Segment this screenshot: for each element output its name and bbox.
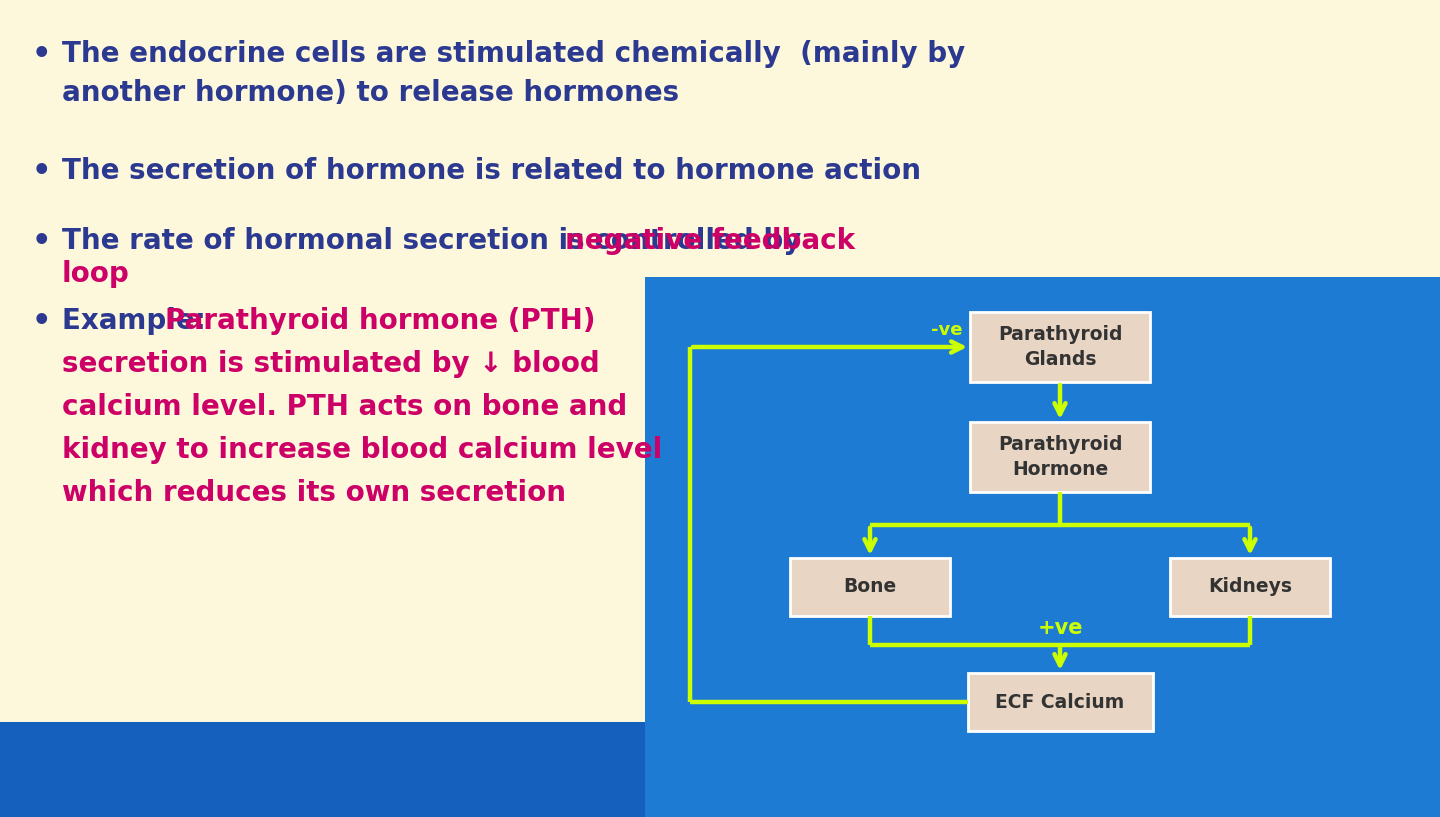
Text: The rate of hormonal secretion is controlled by: The rate of hormonal secretion is contro…	[62, 227, 811, 255]
FancyBboxPatch shape	[0, 722, 645, 817]
Text: •: •	[32, 227, 52, 256]
Text: negative feedback: negative feedback	[564, 227, 855, 255]
Text: Bone: Bone	[844, 578, 897, 596]
FancyBboxPatch shape	[968, 673, 1152, 731]
Text: Example:: Example:	[62, 307, 216, 335]
Text: •: •	[32, 40, 52, 69]
Text: The endocrine cells are stimulated chemically  (mainly by
another hormone) to re: The endocrine cells are stimulated chemi…	[62, 40, 965, 107]
Text: Kidneys: Kidneys	[1208, 578, 1292, 596]
Text: +ve: +ve	[1037, 618, 1083, 639]
Text: -ve: -ve	[930, 321, 962, 339]
FancyBboxPatch shape	[971, 312, 1151, 382]
Text: The secretion of hormone is related to hormone action: The secretion of hormone is related to h…	[62, 157, 922, 185]
Text: Parathyroid
Glands: Parathyroid Glands	[998, 325, 1122, 369]
Text: secretion is stimulated by ↓ blood: secretion is stimulated by ↓ blood	[62, 350, 599, 378]
FancyBboxPatch shape	[1169, 558, 1331, 616]
Text: which reduces its own secretion: which reduces its own secretion	[62, 479, 566, 507]
Text: loop: loop	[62, 260, 130, 288]
Text: •: •	[32, 157, 52, 186]
FancyBboxPatch shape	[645, 277, 1440, 817]
FancyBboxPatch shape	[971, 422, 1151, 492]
Text: calcium level. PTH acts on bone and: calcium level. PTH acts on bone and	[62, 393, 628, 421]
Text: Parathyroid
Hormone: Parathyroid Hormone	[998, 435, 1122, 479]
FancyBboxPatch shape	[791, 558, 950, 616]
Text: Parathyroid hormone (PTH): Parathyroid hormone (PTH)	[166, 307, 596, 335]
Text: ECF Calcium: ECF Calcium	[995, 693, 1125, 712]
Text: kidney to increase blood calcium level: kidney to increase blood calcium level	[62, 436, 662, 464]
Text: •: •	[32, 307, 52, 336]
